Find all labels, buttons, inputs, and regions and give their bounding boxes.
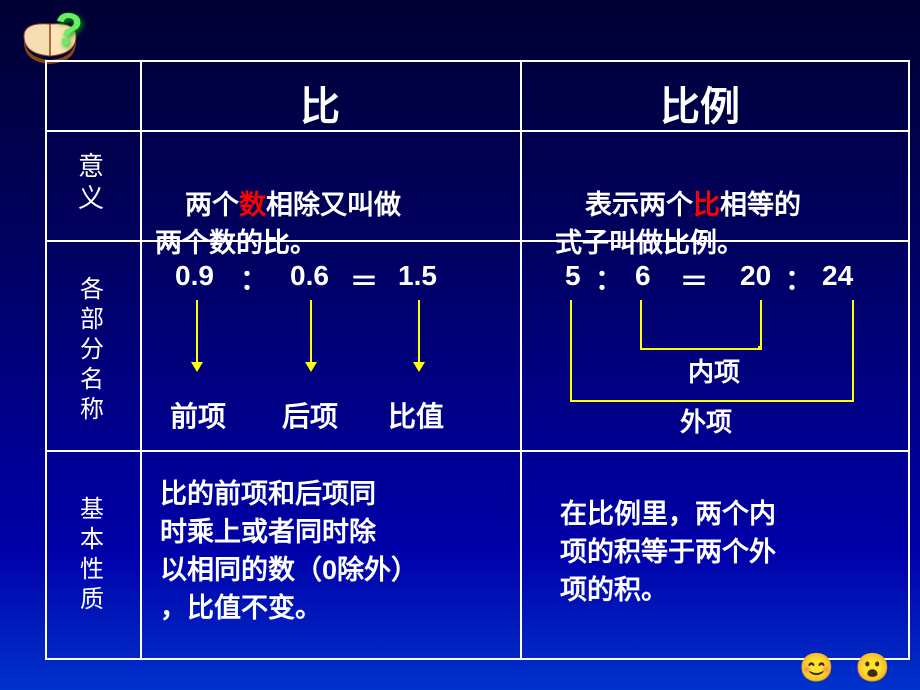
prop-eq: ＝ [680, 260, 708, 300]
prop-c: 20 [740, 260, 771, 292]
row1-label: 意 义 [78, 150, 104, 214]
vline [908, 60, 910, 660]
row2-label: 各 部 分 名 称 [80, 275, 104, 425]
prop-b: 6 [635, 260, 651, 292]
hline [45, 60, 910, 62]
hline [45, 130, 910, 132]
vline [140, 60, 142, 660]
hline [45, 658, 910, 660]
arrow-3 [418, 300, 420, 370]
ratio-colon: ： [240, 258, 268, 298]
r1c1-hi: 数 [239, 190, 266, 220]
book-question-icon: ? [18, 8, 88, 66]
vline [45, 60, 47, 660]
row3-cell2: 在比例里，两个内 项的积等于两个外 项的积。 [560, 495, 776, 609]
r1c2-pre: 表示两个 [585, 190, 693, 220]
prop-a: 5 [565, 260, 581, 292]
decor-icon-2: 😮 [855, 651, 890, 684]
ratio-v: 1.5 [398, 260, 437, 292]
r1c2-hi: 比 [693, 190, 720, 220]
header-col2: 比例 [660, 74, 740, 132]
row3-label: 基 本 性 质 [80, 495, 104, 615]
decor-icon-1: 😊 [799, 651, 834, 684]
prop-outer: 外项 [680, 402, 732, 439]
row3-cell1: 比的前项和后项同 时乘上或者同时除 以相同的数（0除外） ，比值不变。 [160, 475, 418, 627]
header-col1: 比 [300, 74, 340, 132]
arrow-2 [310, 300, 312, 370]
prop-d: 24 [822, 260, 853, 292]
ratio-b: 0.6 [290, 260, 329, 292]
r1c1-pre: 两个 [185, 190, 239, 220]
ratio-a: 0.9 [175, 260, 214, 292]
hline [45, 450, 910, 452]
slide: ? 比 比例 意 义 两个数相除又叫做 两个数的比。 表示两个比相等的 式子叫做… [0, 0, 920, 690]
ratio-t1: 前项 [170, 395, 226, 435]
prop-colon2: ： [785, 258, 813, 298]
vline [520, 60, 522, 660]
bracket-outer [570, 300, 854, 402]
ratio-t2: 后项 [282, 395, 338, 435]
ratio-eq: ＝ [350, 260, 378, 300]
prop-colon1: ： [595, 258, 623, 298]
ratio-t3: 比值 [388, 395, 444, 435]
arrow-1 [196, 300, 198, 370]
